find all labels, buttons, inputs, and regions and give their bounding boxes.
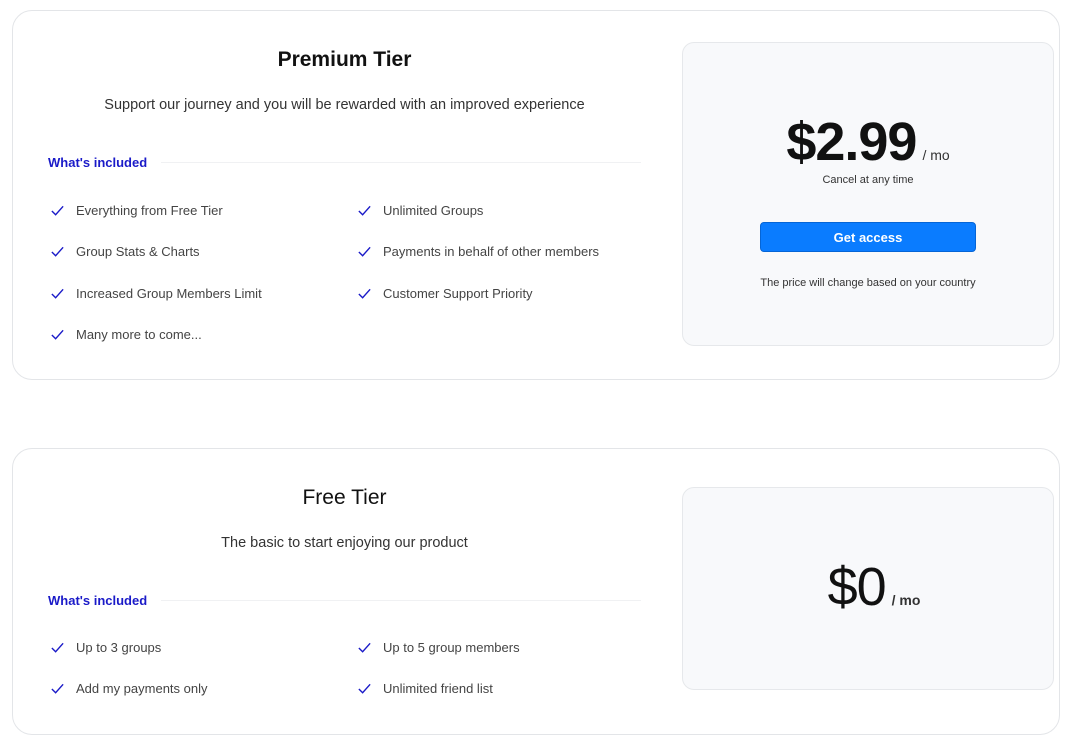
feature-text: Unlimited friend list bbox=[383, 681, 493, 696]
feature-text: Add my payments only bbox=[76, 681, 208, 696]
check-icon bbox=[358, 205, 371, 216]
check-icon bbox=[358, 246, 371, 257]
free-price-panel: $0/ mo bbox=[682, 487, 1054, 690]
check-icon bbox=[51, 329, 64, 340]
feature-text: Unlimited Groups bbox=[383, 203, 484, 218]
premium-price-panel: $2.99/ mo Cancel at any time Get access … bbox=[682, 42, 1054, 346]
get-access-button[interactable]: Get access bbox=[760, 222, 976, 252]
check-icon bbox=[358, 288, 371, 299]
whats-included-label: What's included bbox=[48, 593, 148, 608]
feature-item: Customer Support Priority bbox=[357, 286, 533, 301]
check-icon bbox=[51, 288, 64, 299]
feature-item: Add my payments only bbox=[50, 681, 208, 696]
feature-item: Payments in behalf of other members bbox=[357, 244, 599, 259]
feature-text: Many more to come... bbox=[76, 327, 202, 342]
feature-text: Up to 5 group members bbox=[383, 640, 520, 655]
premium-subtitle: Support our journey and you will be rewa… bbox=[104, 97, 585, 113]
free-tier-card: Free Tier The basic to start enjoying ou… bbox=[12, 448, 1060, 735]
country-note: The price will change based on your coun… bbox=[760, 277, 976, 289]
free-title: Free Tier bbox=[302, 486, 387, 509]
free-subtitle: The basic to start enjoying our product bbox=[221, 535, 468, 551]
feature-text: Customer Support Priority bbox=[383, 286, 533, 301]
feature-item: Unlimited Groups bbox=[357, 203, 483, 218]
check-icon bbox=[51, 683, 64, 694]
feature-item: Up to 3 groups bbox=[50, 640, 161, 655]
price-amount: $0 bbox=[827, 557, 887, 617]
whats-included-header: What's included bbox=[48, 155, 641, 170]
premium-price: $2.99 / mo bbox=[683, 111, 1053, 173]
premium-tier-card: Premium Tier Support our journey and you… bbox=[12, 10, 1060, 380]
feature-text: Up to 3 groups bbox=[76, 640, 162, 655]
feature-item: Many more to come... bbox=[50, 327, 202, 342]
check-icon bbox=[51, 246, 64, 257]
feature-text: Increased Group Members Limit bbox=[76, 286, 262, 301]
feature-item: Everything from Free Tier bbox=[50, 203, 223, 218]
check-icon bbox=[358, 683, 371, 694]
cancel-note: Cancel at any time bbox=[822, 174, 914, 186]
divider bbox=[161, 162, 641, 163]
check-icon bbox=[51, 642, 64, 653]
feature-text: Group Stats & Charts bbox=[76, 244, 200, 259]
check-icon bbox=[51, 205, 64, 216]
feature-text: Everything from Free Tier bbox=[76, 203, 223, 218]
feature-item: Unlimited friend list bbox=[357, 681, 493, 696]
price-amount: $2.99 bbox=[786, 112, 917, 172]
feature-item: Increased Group Members Limit bbox=[50, 286, 262, 301]
price-period: / mo bbox=[922, 147, 950, 163]
whats-included-header: What's included bbox=[48, 593, 641, 608]
divider bbox=[161, 600, 641, 601]
price-period: / mo bbox=[891, 592, 921, 608]
whats-included-label: What's included bbox=[48, 155, 148, 170]
feature-item: Group Stats & Charts bbox=[50, 244, 200, 259]
feature-text: Payments in behalf of other members bbox=[383, 244, 600, 259]
premium-title: Premium Tier bbox=[277, 48, 412, 71]
check-icon bbox=[358, 642, 371, 653]
feature-item: Up to 5 group members bbox=[357, 640, 520, 655]
free-price: $0/ mo bbox=[683, 556, 1053, 618]
